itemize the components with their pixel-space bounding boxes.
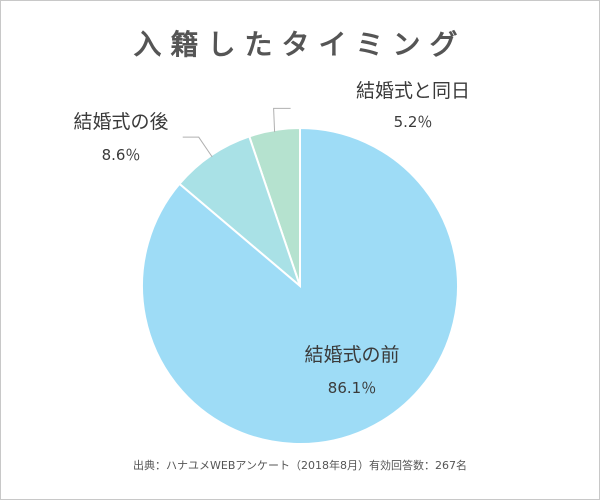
pie-slices (141, 126, 459, 445)
slice-label-before-value: 86.1％ (328, 379, 376, 397)
leader-lines (182, 107, 291, 158)
slice-label-same-day-value: 5.2％ (394, 113, 433, 131)
chart-source: 出典：ハナユメWEBアンケート（2018年8月）有効回答数：267名 (133, 459, 467, 472)
slice-label-after-value: 8.6％ (102, 146, 141, 164)
slice-label-same-day-name: 結婚式と同日 (356, 80, 470, 102)
leader-line-same-day (273, 107, 291, 133)
slice-label-before-name: 結婚式の前 (304, 344, 399, 366)
slice-label-after-name: 結婚式の後 (73, 111, 168, 133)
chart-title: 入籍したタイミング (133, 28, 467, 61)
pie-slice-before (141, 126, 459, 445)
leader-line-after (182, 136, 213, 158)
